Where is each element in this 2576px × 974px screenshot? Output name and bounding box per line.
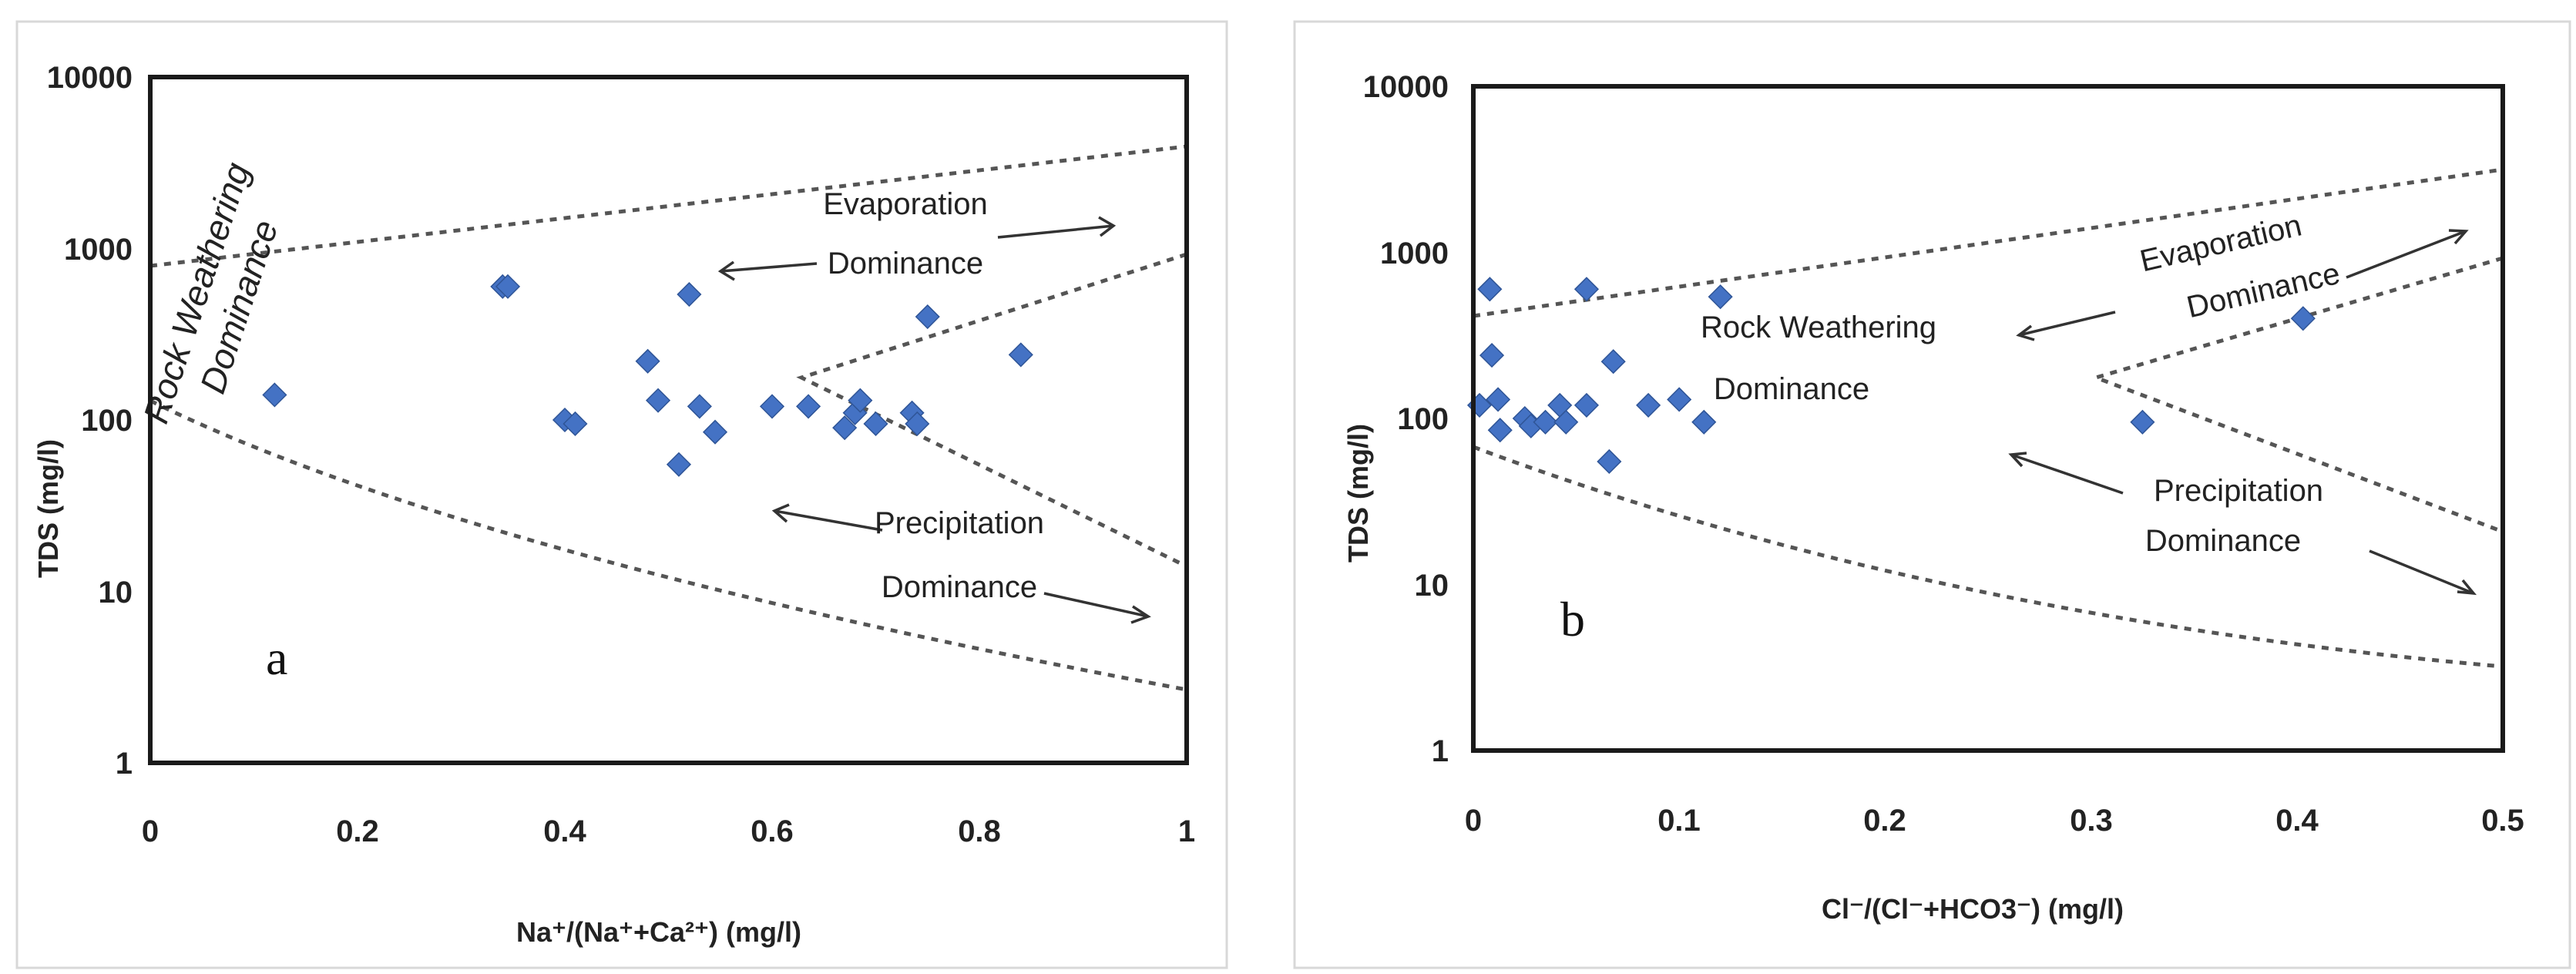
panel-a-arrow-left-evaporation (717, 260, 818, 281)
panel-a-data-point-14 (832, 415, 858, 441)
panel-a-background (15, 20, 1228, 969)
panel-b-data-point-17 (1691, 409, 1717, 435)
panel-b-background (1293, 20, 2571, 969)
panel-a-ytick-10000: 10000 (47, 61, 133, 95)
panel-b-xtick-0.4: 0.4 (2275, 804, 2319, 838)
panel-b-data-point-13 (1597, 448, 1622, 475)
panel-b-data-point-12 (1573, 392, 1600, 418)
panel-a-arrow-right-evaporation (997, 216, 1117, 239)
panel-b-arrow-right-evaporation (2346, 229, 2469, 279)
panel-a-y-axis-label: TDS (mg/l) (32, 439, 64, 578)
panel-a-data-point-10 (687, 394, 712, 419)
panel-b-letter: b (1560, 592, 1585, 647)
panel-b-upper-boundary (1473, 167, 2504, 318)
panel-a-evaporation-label: Evaporation Dominance (823, 187, 987, 280)
panel-a-xtick-0.8: 0.8 (958, 814, 1001, 848)
panel-b-data-point-14 (1600, 349, 1626, 374)
panel-a-xtick-0: 0 (142, 814, 159, 848)
panel-a-data-point-7 (645, 388, 671, 413)
panel-b-xtick-0.5: 0.5 (2481, 804, 2524, 838)
panel-a-arrow-right-precipitation (1043, 592, 1151, 624)
panel-a-data-point-5 (563, 411, 588, 437)
panel-a-arrow-left-precipitation (771, 503, 883, 532)
panel-a-data-point-9 (677, 281, 702, 307)
panel-b-data-point-15 (1636, 392, 1661, 418)
panel-a-y-ticks: 10000 1000 100 10 1 (47, 61, 133, 781)
panel-a-data-point-13 (796, 394, 821, 419)
panel-b-lower-boundary (1473, 445, 2504, 669)
panel-b-rock-weathering-label: Rock Weathering Dominance (1701, 311, 1936, 406)
panel-a-data-point-6 (635, 348, 660, 374)
panel-a-ytick-10: 10 (99, 576, 133, 610)
panel-b-data-point-16 (1667, 387, 1692, 412)
panel-a-ytick-1: 1 (116, 747, 133, 781)
panel-b-evaporation-boundary (2090, 256, 2504, 534)
panel-b-precip-line1: Precipitation (2154, 474, 2323, 508)
panel-b-arrow-left-rock (2016, 311, 2116, 341)
panel-a-xtick-0.4: 0.4 (543, 814, 586, 848)
panel-b-y-axis-label: TDS (mg/l) (1342, 424, 1374, 563)
panel-a-data-point-21 (1008, 342, 1033, 368)
panel-b-data-point-20 (2290, 306, 2316, 331)
panel-b-data-point-3 (1479, 343, 1505, 368)
panel-b-xtick-0: 0 (1465, 804, 1482, 838)
panel-a-x-axis-label: Na⁺/(Na⁺+Ca²⁺) (mg/l) (516, 916, 801, 948)
panel-a-precipitation-label: Precipitation Dominance (875, 506, 1044, 604)
panel-b-y-ticks: 10000 1000 100 10 1 (1363, 70, 1449, 768)
panel-a: Rock WeatheringDominance Evaporation Domi… (15, 20, 1228, 969)
panel-a-data-point-16 (848, 388, 873, 413)
panel-b-data-point-10 (1553, 409, 1579, 435)
panel-b-rock-line2: Dominance (1714, 372, 1869, 406)
panel-b-xtick-0.1: 0.1 (1657, 804, 1701, 838)
panel-b-data-point-2 (1477, 277, 1503, 302)
panel-a-ytick-100: 100 (81, 404, 133, 438)
panel-b-data-point-19 (2130, 409, 2155, 435)
panel-a-data-point-1 (262, 382, 287, 408)
panel-a-data-point-19 (905, 411, 930, 437)
panel-b-ytick-100: 100 (1397, 402, 1449, 436)
panel-a-lower-boundary (149, 398, 1187, 692)
panel-a-data-point-12 (759, 394, 785, 419)
panel-a-ytick-1000: 1000 (64, 233, 133, 267)
panel-b-ytick-10000: 10000 (1363, 70, 1449, 104)
panel-b-ytick-10: 10 (1415, 569, 1449, 603)
panel-a-points (262, 274, 1033, 477)
panel-b-xtick-0.2: 0.2 (1863, 804, 1906, 838)
panel-b-data-point-8 (1533, 409, 1558, 435)
panel-a-data-point-3 (495, 274, 521, 299)
panel-b: EvaporationDominance Rock Weathering Domi… (1293, 20, 2571, 969)
panel-a-data-point-8 (666, 452, 692, 477)
panel-b-data-point-4 (1486, 387, 1511, 412)
panel-b-plot-frame (1471, 84, 2505, 753)
panel-a-data-point-17 (863, 411, 888, 437)
panel-b-precipitation-label: Precipitation Dominance (2145, 474, 2323, 558)
panel-a-xtick-0.2: 0.2 (336, 814, 379, 848)
panel-a-evap-line1: Evaporation (823, 187, 987, 221)
panel-a-data-point-11 (702, 419, 728, 445)
panel-a-x-ticks: 0 0.2 0.4 0.6 0.8 1 (142, 814, 1195, 848)
panel-b-x-axis-label: Cl⁻/(Cl⁻+HCO3⁻) (mg/l) (1822, 893, 2124, 925)
panel-b-arrow-left-precipitation (2008, 452, 2124, 495)
panel-a-precip-line2: Dominance (882, 570, 1037, 604)
panel-a-xtick-0.6: 0.6 (751, 814, 794, 848)
panel-b-ytick-1: 1 (1432, 734, 1449, 768)
panel-b-rock-line1: Rock Weathering (1701, 311, 1936, 344)
panel-b-x-ticks: 0 0.1 0.2 0.3 0.4 0.5 (1465, 804, 2524, 838)
panel-a-xtick-1: 1 (1178, 814, 1195, 848)
panel-b-ytick-1000: 1000 (1380, 237, 1449, 270)
panel-b-xtick-0.3: 0.3 (2070, 804, 2113, 838)
panel-a-precip-line1: Precipitation (875, 506, 1044, 540)
panel-a-letter: a (266, 630, 287, 685)
panel-b-arrow-right-precipitation (2369, 549, 2477, 596)
panel-b-data-point-11 (1573, 277, 1600, 302)
panel-b-data-point-5 (1487, 418, 1513, 443)
panel-a-evaporation-boundary (796, 252, 1188, 569)
panel-a-plot-frame (148, 75, 1189, 765)
panel-b-data-point-18 (1708, 284, 1733, 310)
panel-a-data-point-20 (915, 304, 940, 330)
panel-a-evap-line2: Dominance (828, 247, 983, 280)
panel-b-precip-line2: Dominance (2145, 524, 2301, 558)
